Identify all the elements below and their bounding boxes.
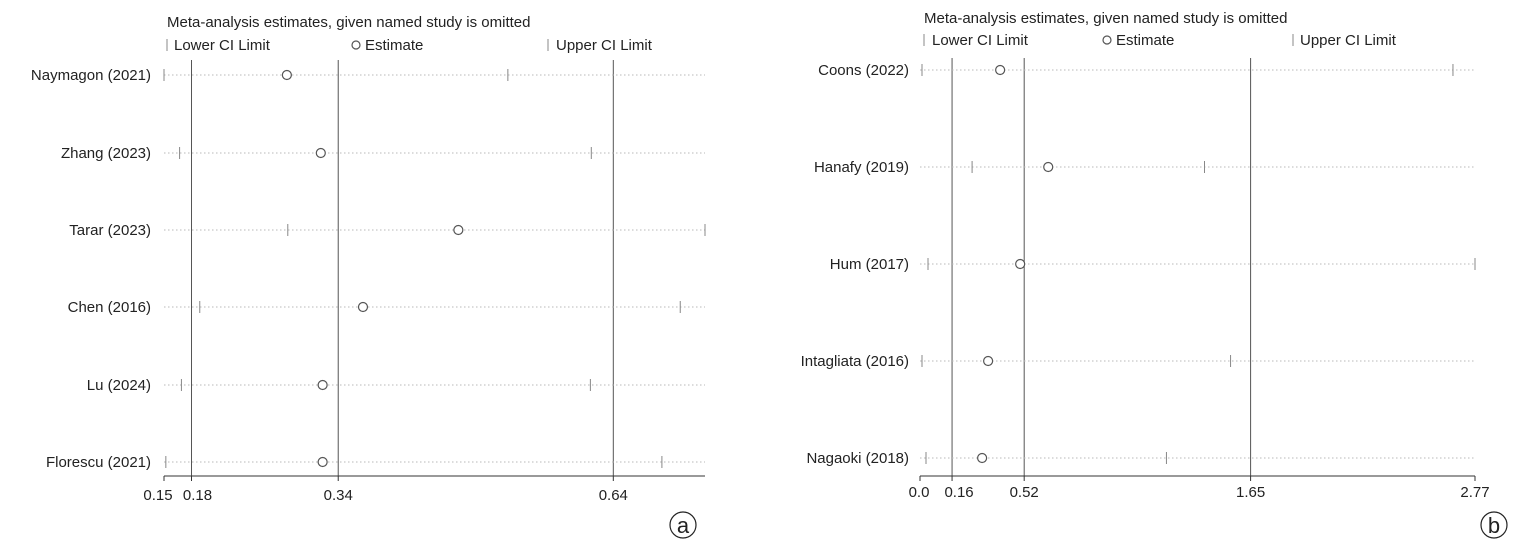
panel-b-letter: b [1488,513,1500,538]
panel-b-letter-circle [1480,511,1508,539]
panel-a-letter-circle [669,511,697,539]
panel-b-legend-lower-label: Lower CI Limit [932,32,1029,49]
panel-b-legend-estimate-label: Estimate [1116,32,1174,49]
panel-b-estimate-point [1043,161,1054,173]
panel-b-x-tick-label: 1.65 [1236,484,1265,501]
panel-b-x-tick-label: 2.77 [1460,484,1489,501]
panel-a-legend-lower-label: Lower CI Limit [174,37,271,54]
panel-a-legend-estimate-label: Estimate [365,37,423,54]
panel-b-x-tick-label: 0.16 [944,484,973,501]
panel-b-study-label: Coons (2022) [818,62,909,79]
panel-a-study-label: Naymagon (2021) [31,67,151,84]
panel-b-estimate-point [983,355,994,367]
panel-a-x-tick-label: 0.64 [599,487,628,504]
panel-a-x-tick-label: 0.34 [324,487,353,504]
panel-a-study-label: Florescu (2021) [46,454,151,471]
panel-a-study-label: Lu (2024) [87,377,151,394]
panel-b-plot: 0.0 0.16 0.52 1.65 2.77 Coons (2022) Hanafy (2… [801,34,1508,539]
panel-a-estimate-point [281,69,292,81]
panel-a-study-label: Zhang (2023) [61,145,151,162]
panel-a-x-tick-label: 0.18 [183,487,212,504]
panel-b-legend-upper-label: Upper CI Limit [1300,32,1397,49]
panel-a-estimate-point [453,224,464,236]
panel-a-estimate-point [315,147,326,159]
panel-b-estimate-point [1015,258,1026,270]
panel-b-legend-estimate-mark [1102,35,1112,45]
panel-b-estimate-point [977,452,988,464]
panel-a-legend-upper-label: Upper CI Limit [556,37,653,54]
panel-a-estimate-point [317,379,328,391]
panel-b-estimate-point [995,64,1006,76]
panel-b-title: Meta-analysis estimates, given named stu… [924,10,1288,27]
panel-a-study-label: Tarar (2023) [69,222,151,239]
panel-a-x-tick-label: 0.15 [143,487,172,504]
panel-b-study-label: Hum (2017) [830,256,909,273]
panel-a-letter: a [677,513,690,538]
panel-b-study-label: Hanafy (2019) [814,159,909,176]
panel-a-legend-estimate-mark [351,40,361,50]
panel-a-estimate-point [357,301,369,313]
panel-a-study-label: Chen (2016) [68,299,151,316]
panel-a-title: Meta-analysis estimates, given named stu… [167,14,531,31]
panel-b-x-tick-label: 0.0 [909,484,930,501]
panel-b-x-tick-label: 0.52 [1010,484,1039,501]
panel-b: Meta-analysis estimates, given named stu… [924,10,1500,538]
panel-a: Meta-analysis estimates, given named stu… [167,14,690,538]
panel-a-plot: 0.15 0.18 0.34 0.64 Naymagon (2021) Zhang (20… [31,39,706,539]
panel-a-estimate-point [317,456,328,468]
panel-b-study-label: Intagliata (2016) [801,353,909,370]
panel-b-study-label: Nagaoki (2018) [806,450,909,467]
